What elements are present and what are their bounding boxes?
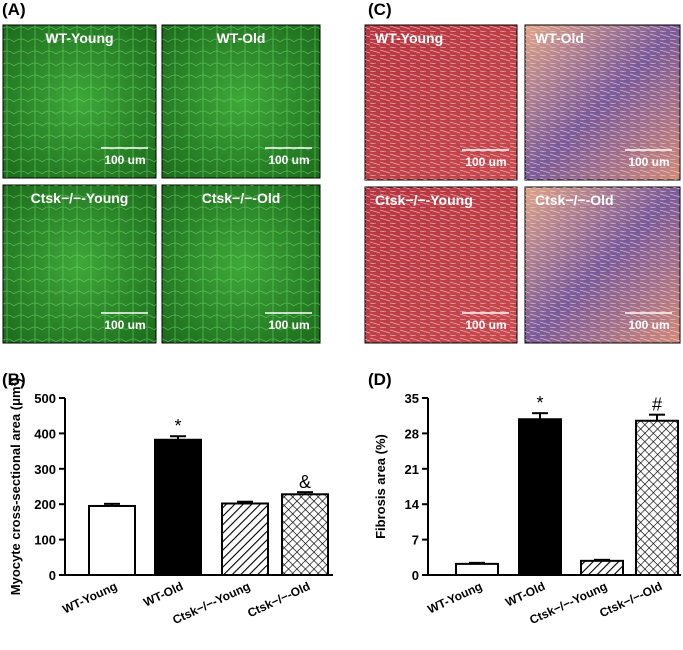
- image-label: WT-Old: [217, 30, 266, 46]
- micrograph-texture: [365, 187, 517, 343]
- y-tick-label: 200: [34, 497, 56, 512]
- y-tick-label: 28: [405, 426, 419, 441]
- image-label: WT-Young: [45, 30, 113, 46]
- y-tick-label: 500: [34, 391, 56, 406]
- x-tick-label: WT-Old: [503, 579, 547, 609]
- y-tick-label: 300: [34, 462, 56, 477]
- image-label: WT-Old: [535, 30, 584, 46]
- bar: [88, 504, 136, 576]
- scale-label: 100 um: [628, 155, 669, 169]
- image-label: Ctsk−/−-Young: [375, 192, 473, 208]
- y-tick-label: 14: [405, 497, 420, 512]
- micrograph-texture: [162, 185, 320, 343]
- micrograph-texture: [525, 187, 680, 343]
- scale-label: 100 um: [465, 155, 506, 169]
- scale-label: 100 um: [268, 153, 309, 167]
- annotation: *: [536, 393, 543, 413]
- y-tick-label: 0: [412, 568, 419, 583]
- bar: [154, 438, 202, 576]
- y-tick-label: 35: [405, 391, 419, 406]
- annotation: #: [652, 395, 662, 415]
- scale-label: 100 um: [628, 318, 669, 332]
- panel-label: (B): [2, 370, 26, 389]
- image-label: Ctsk−/−-Old: [535, 192, 614, 208]
- micrograph-texture: [3, 185, 156, 343]
- bar: [455, 562, 499, 576]
- x-tick-label: Ctsk−/−-Old: [245, 579, 312, 620]
- scale-label: 100 um: [104, 318, 145, 332]
- image-label: Ctsk−/−-Young: [31, 190, 129, 206]
- micrograph-texture: [3, 25, 156, 178]
- image-label: WT-Young: [375, 30, 443, 46]
- y-tick-label: 400: [34, 426, 56, 441]
- scale-label: 100 um: [465, 318, 506, 332]
- x-tick-label: WT-Young: [60, 579, 119, 616]
- bar: [221, 502, 269, 577]
- y-axis-label: Fibrosis area (%): [373, 434, 388, 539]
- y-axis-label: Myocyte cross-sectional area (μm²): [8, 378, 23, 595]
- scale-label: 100 um: [268, 318, 309, 332]
- scale-label: 100 um: [104, 153, 145, 167]
- bar: [281, 493, 329, 576]
- panel-label: (C): [368, 0, 392, 19]
- x-tick-label: WT-Old: [141, 579, 185, 609]
- y-tick-label: 21: [405, 462, 419, 477]
- panel-label: (A): [2, 0, 26, 19]
- annotation: *: [174, 416, 181, 436]
- x-tick-label: Ctsk−/−-Old: [597, 579, 664, 620]
- y-tick-label: 7: [412, 533, 419, 548]
- y-tick-label: 0: [49, 568, 56, 583]
- annotation: &: [299, 472, 311, 492]
- panel-label: (D): [368, 370, 392, 389]
- bar: [635, 419, 679, 576]
- micrograph-texture: [525, 25, 680, 180]
- x-tick-label: WT-Young: [425, 579, 484, 616]
- image-label: Ctsk−/−-Old: [202, 190, 281, 206]
- micrograph-texture: [365, 25, 517, 180]
- bar: [580, 559, 624, 577]
- bar: [518, 418, 562, 576]
- y-tick-label: 100: [34, 533, 56, 548]
- micrograph-texture: [162, 25, 320, 178]
